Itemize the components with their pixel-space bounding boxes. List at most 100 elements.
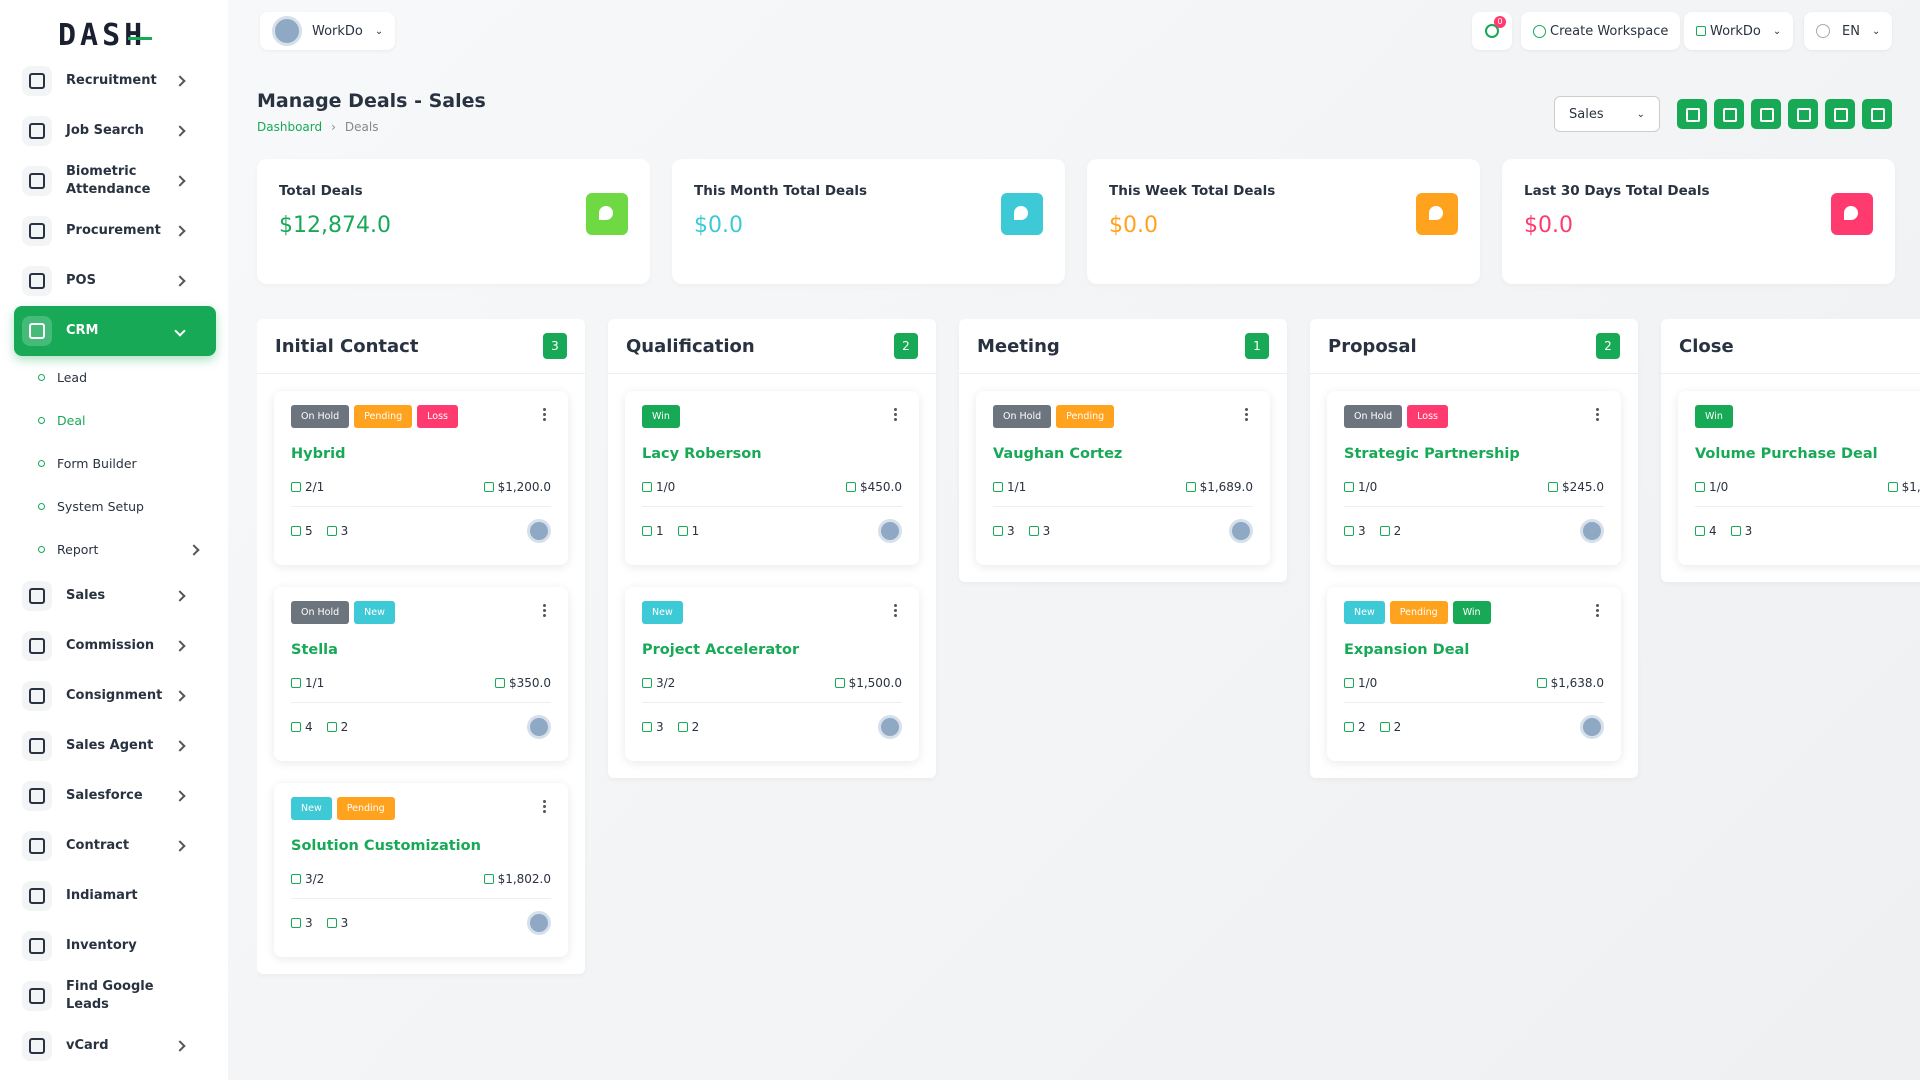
price: $1,200.0 [483,480,551,494]
user-avatar [878,715,902,739]
action-button[interactable] [1751,99,1781,129]
add-button[interactable] [1862,99,1892,129]
price-value: $1,500.0 [848,676,902,690]
deal-name[interactable]: Lacy Roberson [642,446,762,462]
menu-button[interactable] [1596,609,1599,612]
tag: On Hold [291,601,350,624]
product-icon [291,526,301,536]
nav-item[interactable]: Salesforce [14,771,216,821]
nav-item[interactable]: Commission [14,621,216,671]
products: 3 [993,524,1015,538]
nav-item[interactable]: POS [14,256,216,306]
product-icon [1695,526,1705,536]
language[interactable]: EN ⌄ [1804,12,1893,50]
nav-icon [22,116,52,146]
action-button[interactable] [1714,99,1744,129]
action-button[interactable] [1825,99,1855,129]
nav-item[interactable]: vCard [14,1021,216,1071]
caret: ⌄ [1772,25,1782,37]
menu-button[interactable] [894,609,897,612]
price-icon [1548,482,1558,492]
nav-item[interactable]: Procurement [14,206,216,256]
nav-subitem[interactable]: Deal [14,399,216,442]
nav-icon [22,581,52,611]
nav-item[interactable]: Find Google Leads [14,971,216,1021]
user-workspace-name: WorkDo [1710,23,1761,39]
stage-name: Proposal [1328,335,1417,357]
nav-item[interactable]: Inventory [14,921,216,971]
breadcrumb-link[interactable]: Dashboard [257,120,323,134]
logo[interactable]: DASH [58,18,153,53]
source-count: 1 [691,524,700,538]
deal-name[interactable]: Volume Purchase Deal [1695,446,1878,462]
deal-card: On Hold Pending Loss Hybrid 2/1 $1,200.0 5 3 [274,391,568,565]
deal-name[interactable]: Expansion Deal [1344,642,1470,658]
price-value: $1,200.0 [497,480,551,494]
messages[interactable]: 0 [1472,12,1512,50]
deal-name[interactable]: Solution Customization [291,838,481,854]
pipeline-select[interactable]: Sales ⌄ [1554,96,1660,132]
nav-item[interactable]: Biometric Attendance [14,156,216,206]
tags: New Pending [291,797,551,820]
nav-label: Procurement [66,223,161,238]
nav-subitem[interactable]: Report [14,528,216,571]
source-icon [677,526,688,536]
action-button[interactable] [1788,99,1818,129]
deal-name[interactable]: Project Accelerator [642,642,800,658]
price-icon [1185,482,1196,492]
nav-icon [22,731,52,761]
nav-item[interactable]: Recruitment [14,56,216,106]
nav-item[interactable]: CRM [14,306,216,356]
nav-item[interactable]: Job Search [14,106,216,156]
menu-button[interactable] [1596,413,1599,416]
stage-count: 2 [894,333,918,359]
create-workspace[interactable]: Create Workspace [1521,12,1681,50]
products: 2 [1344,720,1366,734]
product-count: 5 [305,524,313,538]
price-icon [495,678,505,688]
stage-header: Close1 [1661,319,1920,374]
user-workspace[interactable]: WorkDo ⌄ [1684,12,1794,50]
nav-item[interactable]: Indiamart [14,871,216,921]
nav-item[interactable]: Consignment [14,671,216,721]
grid-icon [1696,26,1706,36]
nav-label: Job Search [66,123,144,138]
stage-header: Meeting 1 [959,319,1287,374]
price-value: $1,638.0 [1550,676,1604,690]
deal-name[interactable]: Hybrid [291,446,346,462]
stage-column: Close1 Win Volume Purchase Deal 1/0 $1,250.0… [1661,319,1920,582]
sources: 3 [1028,524,1050,538]
menu-button[interactable] [1245,413,1248,416]
nav-label: Contract [66,838,130,853]
stage-column: Initial Contact 3 On Hold Pending Loss Hybrid… [257,319,585,974]
tag: On Hold [993,405,1052,428]
deal-name[interactable]: Stella [291,642,338,658]
page-title: Manage Deals - Sales [257,90,486,112]
stage-name: Initial Contact [275,335,419,357]
deal-info: 2/1 $1,200.0 [291,480,551,507]
deal-name[interactable]: Strategic Partnership [1344,446,1520,462]
nav-item[interactable]: Contract [14,821,216,871]
menu-button[interactable] [543,413,546,416]
source-icon [326,526,337,536]
action-button[interactable] [1677,99,1707,129]
nav-item[interactable]: Sales Agent [14,721,216,771]
task-icon [1695,482,1705,492]
sidebar: DASH Recruitment Job Search Biometric Atte… [0,0,228,1080]
price-icon [483,874,494,884]
workspace-switcher[interactable]: WorkDo ⌄ [260,12,396,50]
deal-card: New Pending Solution Customization 3/2 $1,80… [274,783,568,957]
nav-subitem[interactable]: Lead [14,356,216,399]
nav-item[interactable]: Sales [14,571,216,621]
menu-button[interactable] [894,413,897,416]
stat-value: $0.0 [1524,213,1573,238]
globe-icon [1816,24,1830,38]
user-avatar [527,519,551,543]
menu-button[interactable] [543,805,546,808]
user-avatar [1580,715,1604,739]
nav-subitem[interactable]: System Setup [14,485,216,528]
menu-button[interactable] [543,609,546,612]
deal-name[interactable]: Vaughan Cortez [993,446,1123,462]
nav-subitem[interactable]: Form Builder [14,442,216,485]
